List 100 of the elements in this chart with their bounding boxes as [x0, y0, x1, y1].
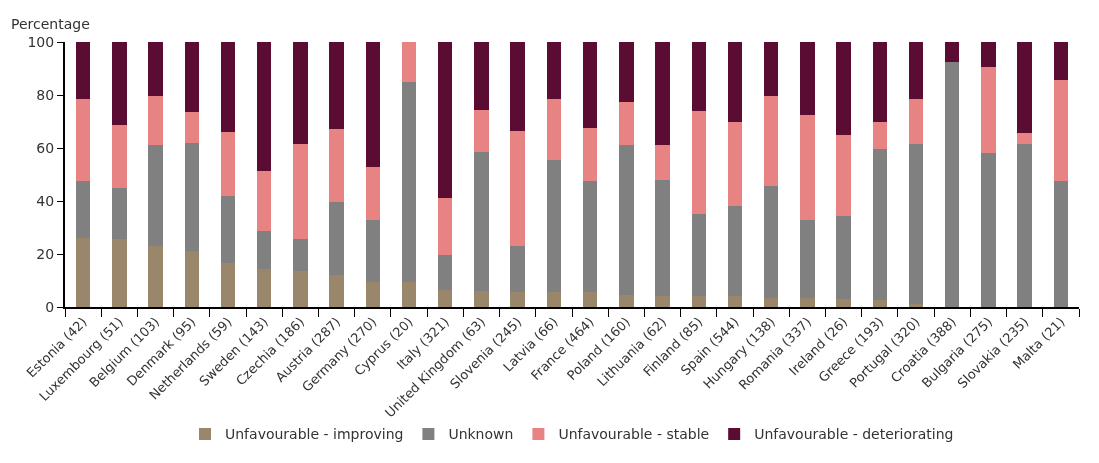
bar: [1053, 181, 1069, 307]
bar: [220, 42, 236, 133]
bar: [401, 281, 417, 307]
bar: [329, 129, 344, 203]
bar: [981, 42, 996, 68]
bar: [872, 149, 888, 301]
bar: [75, 238, 91, 307]
bar: [329, 42, 344, 130]
bar: [872, 42, 888, 122]
bar: [184, 42, 199, 113]
bar: [655, 179, 670, 297]
legend-label: Unfavourable - deteriorating: [754, 426, 954, 443]
bar: [582, 42, 598, 129]
bar: [763, 96, 779, 187]
bar: [329, 202, 344, 276]
bar: [474, 109, 489, 152]
y-tick-label: 100: [27, 33, 55, 50]
bar: [112, 125, 127, 188]
bar: [112, 187, 127, 240]
bar: [256, 268, 272, 307]
bar: [908, 304, 924, 307]
bar: [1017, 144, 1032, 307]
bar: [510, 130, 525, 247]
y-tick-label: 0: [45, 298, 55, 315]
bar: [256, 231, 272, 269]
bar: [619, 295, 634, 307]
bar: [691, 42, 706, 111]
bar: [619, 145, 634, 296]
bar: [800, 219, 815, 298]
bar: [148, 246, 163, 307]
bar: [256, 170, 272, 232]
bar: [293, 42, 308, 145]
bar: [945, 61, 960, 307]
bar: [148, 96, 163, 146]
bar: [438, 198, 453, 256]
bar: [184, 251, 199, 307]
bar: [582, 181, 598, 293]
bar: [691, 110, 706, 215]
legend-label: Unknown: [448, 426, 514, 443]
bar: [1017, 133, 1032, 145]
bar: [184, 112, 199, 143]
bar: [474, 42, 489, 110]
bar: [872, 300, 888, 307]
bar: [438, 255, 453, 290]
bar: [148, 145, 163, 247]
bar: [800, 42, 815, 115]
bar: [546, 292, 562, 307]
legend-label: Unfavourable - stable: [558, 426, 710, 443]
bar: [655, 42, 670, 146]
bar: [329, 275, 344, 307]
bar: [546, 98, 562, 160]
bar: [908, 98, 924, 145]
bar: [75, 181, 91, 239]
bar: [981, 67, 996, 154]
bar: [727, 121, 743, 207]
bar: [582, 128, 598, 182]
bar: [293, 271, 308, 307]
bar: [112, 42, 127, 126]
bar: [438, 289, 453, 307]
bar: [763, 42, 779, 97]
bar: [293, 239, 308, 272]
bar: [148, 42, 163, 97]
bar: [945, 42, 960, 62]
bar: [256, 42, 272, 171]
bar: [655, 296, 670, 307]
bar: [112, 239, 127, 307]
bar: [908, 42, 924, 99]
bar: [1017, 42, 1032, 134]
bar: [293, 144, 308, 240]
bar: [220, 132, 236, 196]
bar: [546, 159, 562, 293]
bar: [1053, 80, 1069, 182]
bar: [727, 296, 743, 307]
bar: [365, 219, 381, 282]
bar: [836, 215, 851, 300]
bar: [872, 121, 888, 150]
bar: [763, 186, 779, 298]
bar: [75, 98, 91, 182]
bar: [800, 114, 815, 220]
bar: [365, 166, 381, 220]
bar: [220, 263, 236, 307]
bar: [908, 144, 924, 305]
bar: [510, 246, 525, 293]
bar: [401, 81, 417, 282]
bar: [691, 214, 706, 297]
bar: [401, 42, 417, 82]
bar: [727, 42, 743, 122]
bar: [438, 42, 453, 199]
bar: [365, 281, 381, 307]
bar: [691, 296, 706, 307]
y-tick-label: 80: [36, 86, 55, 103]
bar: [546, 42, 562, 99]
y-tick-label: 20: [36, 245, 55, 262]
bar: [474, 151, 489, 292]
bar: [75, 42, 91, 99]
bar: [1053, 42, 1069, 81]
bar: [836, 299, 851, 307]
bar: [981, 153, 996, 307]
bar: [727, 206, 743, 297]
bar: [365, 42, 381, 167]
